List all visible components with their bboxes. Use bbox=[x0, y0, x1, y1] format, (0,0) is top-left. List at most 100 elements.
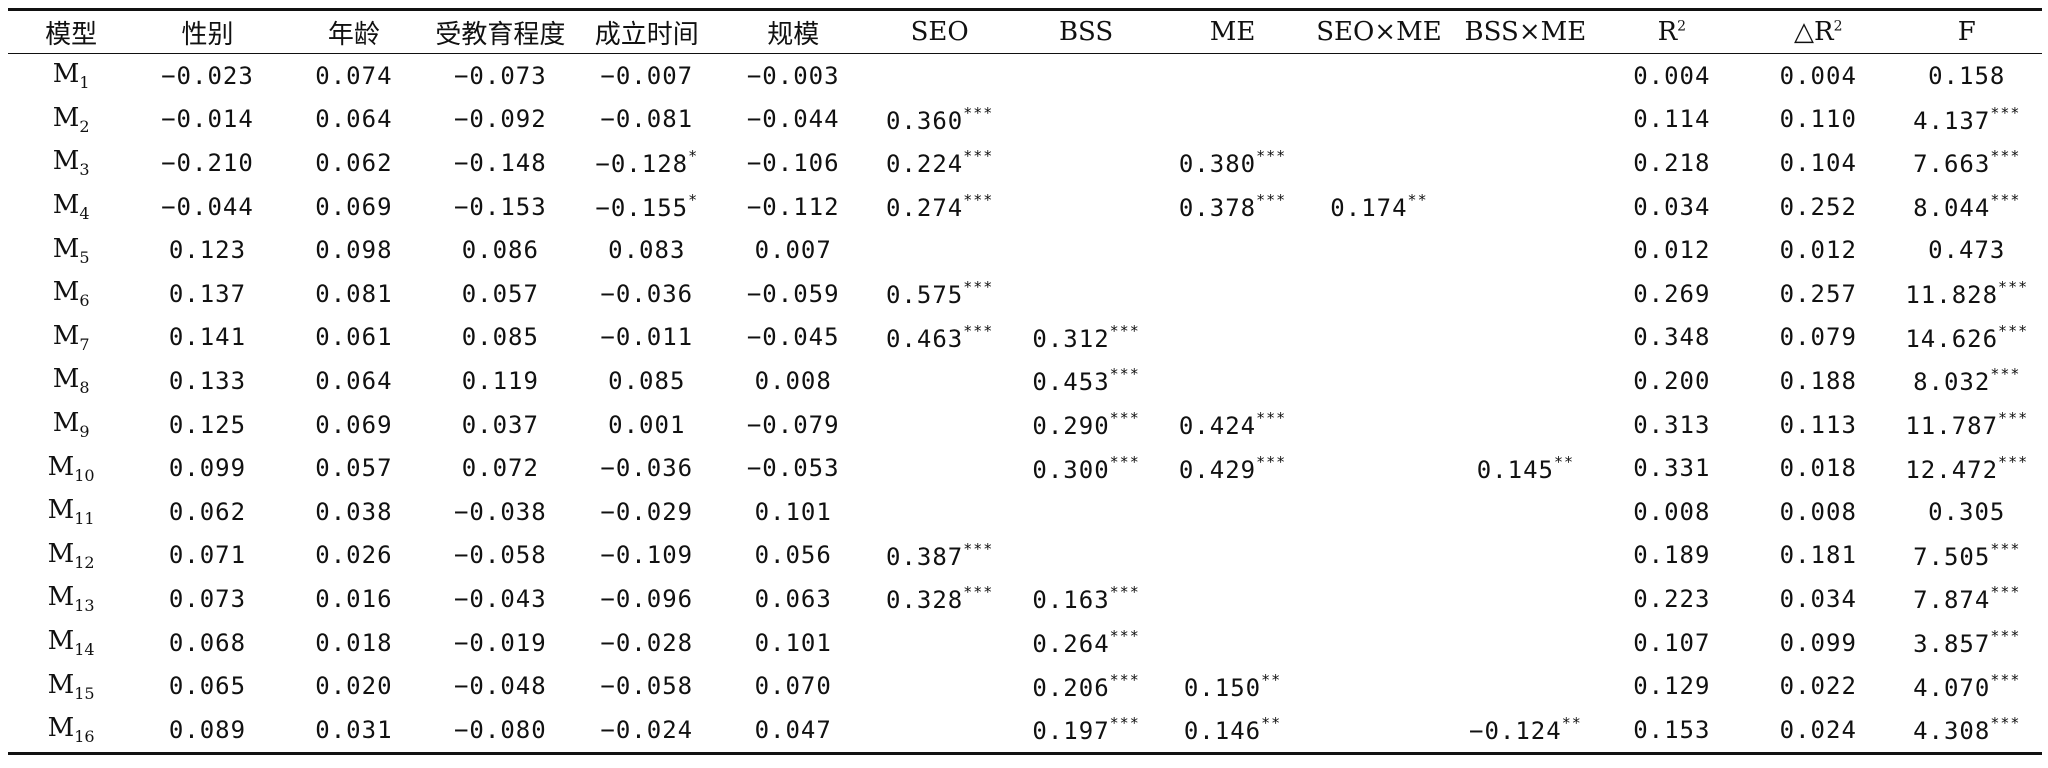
value-cell: 0.269 bbox=[1599, 272, 1745, 316]
value-cell: 4.308*** bbox=[1891, 708, 2042, 753]
value-cell bbox=[1013, 141, 1159, 185]
value-cell: 0.150** bbox=[1159, 664, 1305, 708]
cell-value: 0.331 bbox=[1633, 454, 1711, 483]
cell-value: 0.020 bbox=[315, 672, 393, 701]
value-cell bbox=[1013, 272, 1159, 316]
column-header: 受教育程度 bbox=[427, 10, 573, 54]
value-cell: 0.038 bbox=[281, 490, 427, 534]
regression-table-container: 模型 性别 年龄 受教育程度 成立时间 规模 SEO BSS ME SEO×ME BSS×ME R2 △… bbox=[8, 8, 2042, 755]
value-cell bbox=[1013, 228, 1159, 272]
value-cell: 0.079 bbox=[1745, 316, 1891, 360]
cell-value: 0.018 bbox=[315, 628, 393, 657]
value-cell: −0.036 bbox=[574, 272, 720, 316]
value-cell bbox=[866, 446, 1012, 490]
value-cell: 0.004 bbox=[1599, 54, 1745, 98]
cell-value: 0.016 bbox=[315, 584, 393, 613]
significance-stars: *** bbox=[963, 103, 994, 122]
significance-stars: *** bbox=[1990, 627, 2021, 646]
value-cell bbox=[1452, 272, 1598, 316]
value-cell bbox=[1159, 272, 1305, 316]
cell-value: −0.014 bbox=[161, 105, 254, 134]
model-index: 12 bbox=[74, 552, 95, 572]
cell-value: 0.034 bbox=[1779, 584, 1857, 613]
value-cell: −0.058 bbox=[427, 534, 573, 578]
value-cell: 0.012 bbox=[1599, 228, 1745, 272]
cell-value: 0.145 bbox=[1476, 455, 1554, 484]
value-cell: 0.099 bbox=[134, 446, 280, 490]
cell-value: −0.044 bbox=[161, 192, 254, 221]
value-cell: 0.057 bbox=[427, 272, 573, 316]
column-header: F bbox=[1891, 10, 2042, 54]
cell-value: 0.113 bbox=[1779, 410, 1857, 439]
column-header-label: 性别 bbox=[181, 19, 234, 50]
value-cell bbox=[1306, 403, 1452, 447]
value-cell: 0.290*** bbox=[1013, 403, 1159, 447]
model-index: 6 bbox=[79, 291, 90, 311]
cell-value: −0.106 bbox=[746, 148, 840, 177]
cell-value: 11.828 bbox=[1905, 281, 1999, 310]
value-cell: 0.056 bbox=[720, 534, 866, 578]
cell-value: 4.070 bbox=[1913, 673, 1991, 702]
model-cell: M9 bbox=[8, 403, 134, 447]
value-cell bbox=[1452, 577, 1598, 621]
value-cell: 0.004 bbox=[1745, 54, 1891, 98]
column-header: 规模 bbox=[720, 10, 866, 54]
significance-stars: ** bbox=[1407, 191, 1428, 210]
cell-value: 0.125 bbox=[168, 410, 247, 439]
value-cell: −0.059 bbox=[720, 272, 866, 316]
cell-value: 0.098 bbox=[315, 236, 393, 265]
value-cell bbox=[1159, 228, 1305, 272]
cell-value: 0.107 bbox=[1633, 628, 1711, 657]
value-cell: 0.463*** bbox=[866, 316, 1012, 360]
cell-value: 0.328 bbox=[885, 586, 964, 615]
value-cell: 0.123 bbox=[134, 228, 280, 272]
value-cell: −0.109 bbox=[574, 534, 720, 578]
column-header: BSS×ME bbox=[1452, 10, 1598, 54]
value-cell: 0.012 bbox=[1745, 228, 1891, 272]
cell-value: 0.473 bbox=[1928, 236, 2006, 265]
model-index: 3 bbox=[79, 160, 90, 180]
cell-value: 0.264 bbox=[1032, 630, 1110, 659]
model-index: 15 bbox=[74, 683, 95, 703]
value-cell bbox=[866, 54, 1012, 98]
model-index: 16 bbox=[74, 727, 95, 747]
value-cell: −0.019 bbox=[427, 621, 573, 665]
table-row: M13 0.073 0.016 −0.043 −0.096 0.063 0.328*** 0.… bbox=[8, 577, 2042, 621]
value-cell: −0.044 bbox=[720, 98, 866, 142]
superscript: 2 bbox=[1833, 18, 1843, 35]
cell-value: 0.056 bbox=[754, 541, 832, 570]
value-cell: −0.092 bbox=[427, 98, 573, 142]
value-cell: 0.062 bbox=[134, 490, 280, 534]
model-cell: M2 bbox=[8, 98, 134, 142]
cell-value: 0.063 bbox=[754, 584, 832, 613]
value-cell: 0.068 bbox=[134, 621, 280, 665]
value-cell: 0.062 bbox=[281, 141, 427, 185]
model-cell: M12 bbox=[8, 534, 134, 578]
cell-value: 0.181 bbox=[1779, 541, 1857, 570]
value-cell: 0.057 bbox=[281, 446, 427, 490]
column-header-label: 成立时间 bbox=[594, 19, 699, 50]
value-cell: −0.029 bbox=[574, 490, 720, 534]
cell-value: 0.129 bbox=[1633, 672, 1711, 701]
cell-value: −0.003 bbox=[746, 61, 840, 90]
cell-value: −0.210 bbox=[161, 148, 254, 177]
value-cell: −0.153 bbox=[427, 185, 573, 229]
model-cell: M16 bbox=[8, 708, 134, 753]
value-cell bbox=[1159, 577, 1305, 621]
cell-value: −0.058 bbox=[453, 541, 547, 570]
model-cell: M5 bbox=[8, 228, 134, 272]
significance-stars: *** bbox=[1256, 191, 1287, 210]
value-cell: 0.073 bbox=[134, 577, 280, 621]
significance-stars: *** bbox=[1990, 147, 2021, 166]
cell-value: 0.074 bbox=[315, 61, 393, 90]
cell-value: 0.348 bbox=[1633, 323, 1711, 352]
cell-value: −0.019 bbox=[453, 628, 547, 657]
cell-value: −0.029 bbox=[600, 497, 694, 526]
value-cell: −0.003 bbox=[720, 54, 866, 98]
cell-value: 0.223 bbox=[1633, 584, 1711, 613]
model-cell: M6 bbox=[8, 272, 134, 316]
value-cell: 4.070*** bbox=[1891, 664, 2042, 708]
cell-value: 4.308 bbox=[1913, 717, 1991, 746]
column-header-label: SEO bbox=[910, 17, 969, 47]
table-body: M1 −0.023 0.074 −0.073 −0.007 −0.003 0.004 0.00… bbox=[8, 54, 2042, 753]
